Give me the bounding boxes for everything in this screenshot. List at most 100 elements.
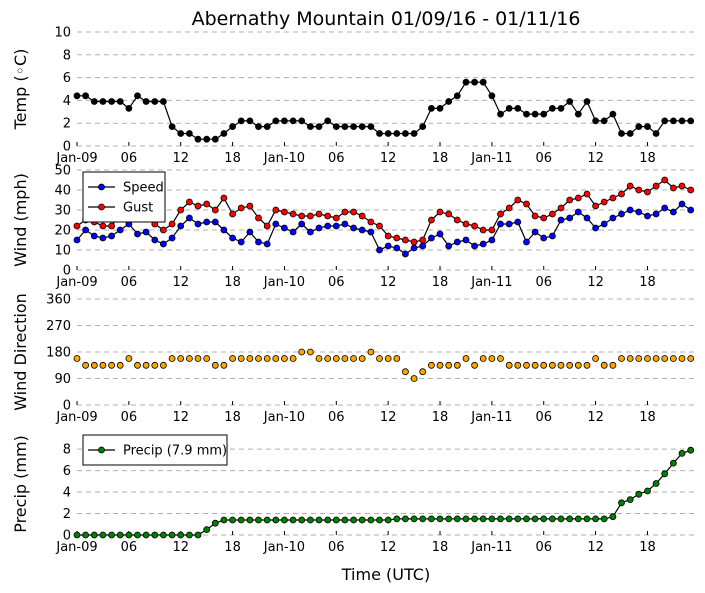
data-point [540,110,548,118]
data-point [453,361,461,369]
data-point [272,355,280,362]
data-point [462,236,470,244]
data-point [427,216,435,224]
data-point [255,123,262,130]
data-point [108,361,115,369]
data-point [220,516,228,524]
data-point [505,220,513,228]
x-tick-label: Jan-11 [470,540,512,555]
data-point [263,240,271,248]
data-point [514,105,522,112]
x-tick-label: 12 [380,410,397,425]
data-point [73,531,81,539]
y-axis-label: Wind Direction [11,293,30,411]
data-point [410,238,418,246]
data-point [401,130,409,137]
data-point [194,531,202,539]
data-point [99,98,107,105]
data-point [220,130,228,137]
data-point [531,361,539,369]
y-tick-label: 8 [63,443,71,458]
data-point [298,220,306,228]
data-point [134,361,141,369]
data-point [687,446,695,454]
data-point [661,117,669,125]
data-point [644,487,651,495]
data-point [185,198,193,206]
data-point [436,208,444,216]
data-point [497,355,504,362]
data-point [263,222,271,230]
data-point [298,348,306,356]
data-point [229,123,237,130]
data-point [332,516,340,524]
data-point [393,355,401,362]
data-point [427,515,435,523]
legend-entry: Precip (7.9 mm) [123,444,227,459]
data-point [341,208,349,216]
data-point [523,515,530,523]
data-point [652,182,660,190]
panel-1: 0 2 4 6 8 10 Jan-09 06 12 18 Jan-10 06 12 18 Jan-11 06 1… [11,26,695,166]
data-point [436,230,444,238]
data-point [99,361,107,369]
data-point [376,222,383,230]
data-point [306,516,314,524]
y-tick-label: 0 [63,140,71,155]
data-point [514,196,522,204]
data-point [557,204,565,212]
data-point [159,361,167,369]
data-point [488,355,496,362]
data-point [194,202,202,210]
data-point [246,117,254,125]
x-tick-label: 12 [587,151,604,166]
data-point [376,516,383,524]
data-point [497,110,504,118]
data-point [298,117,306,125]
data-point [73,92,81,100]
data-point [134,531,141,539]
data-point [678,182,686,190]
data-point [635,208,643,216]
data-point [116,361,124,369]
data-point [531,110,539,118]
legend-box [82,171,166,223]
data-point [142,228,150,236]
y-tick-label: 50 [54,164,71,179]
data-point [592,355,599,362]
data-point [142,531,150,539]
x-tick-label: 18 [224,275,241,290]
data-point [557,361,565,369]
x-tick-label: Jan-10 [263,410,305,425]
data-point [540,515,548,523]
data-point [479,78,487,86]
x-tick-label: 06 [535,151,552,166]
x-tick-label: 18 [639,410,656,425]
data-point [125,355,133,362]
x-tick-label: 18 [432,275,449,290]
data-point [497,220,504,228]
data-point [246,355,254,362]
data-point [661,176,669,184]
data-point [108,98,115,105]
data-point [687,206,695,214]
data-point [514,218,522,226]
data-point [90,232,98,240]
data-point [600,198,608,206]
data-point [315,355,323,362]
data-point [574,515,582,523]
data-point [332,214,340,222]
data-point [229,234,237,242]
data-point [384,242,392,250]
data-point [315,210,323,218]
data-point [350,123,358,130]
x-tick-label: Jan-09 [55,540,97,555]
series-values [73,348,695,382]
data-point [393,244,401,252]
data-point [116,98,124,105]
x-tick-label: 06 [121,275,138,290]
data-point [566,214,574,222]
y-tick-label: 6 [63,71,71,86]
data-point [549,232,556,240]
